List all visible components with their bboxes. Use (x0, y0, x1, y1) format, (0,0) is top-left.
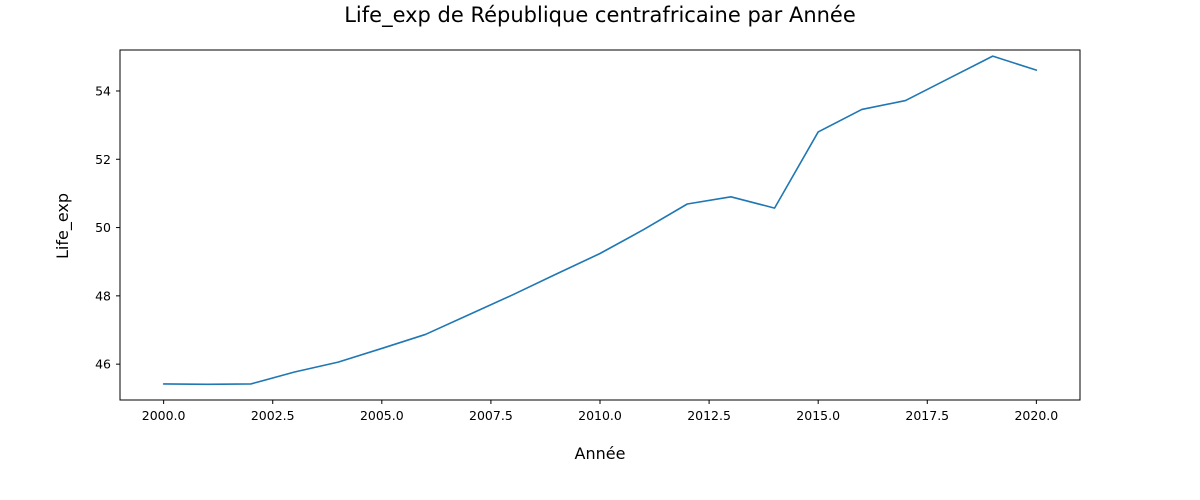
y-tick-label: 54 (95, 83, 111, 98)
x-tick-label: 2007.5 (469, 408, 513, 423)
plot-frame (119, 49, 1081, 401)
y-tick-label: 48 (95, 288, 111, 303)
x-tick-label: 2020.0 (1014, 408, 1058, 423)
series-line (162, 55, 1038, 386)
chart-title: Life_exp de République centrafricaine pa… (344, 3, 856, 28)
x-tick-label: 2002.5 (251, 408, 295, 423)
x-tick-label: 2012.5 (687, 408, 731, 423)
plot-area (119, 49, 1081, 401)
x-axis-title: Année (575, 444, 626, 463)
x-axis-ticks: 2000.0 2002.5 2005.0 2007.5 2010.0 2012.5 2015… (142, 400, 1058, 423)
y-axis-title: Life_exp (53, 193, 73, 259)
x-tick-label: 2010.0 (578, 408, 622, 423)
x-tick-label: 2000.0 (142, 408, 186, 423)
x-tick-label: 2017.5 (905, 408, 949, 423)
y-tick-label: 46 (95, 357, 111, 372)
x-tick-label: 2015.0 (796, 408, 840, 423)
x-tick-label: 2005.0 (360, 408, 404, 423)
y-axis-ticks: 46 48 50 52 54 (95, 83, 120, 372)
y-tick-label: 52 (95, 152, 111, 167)
y-tick-label: 50 (95, 220, 111, 235)
